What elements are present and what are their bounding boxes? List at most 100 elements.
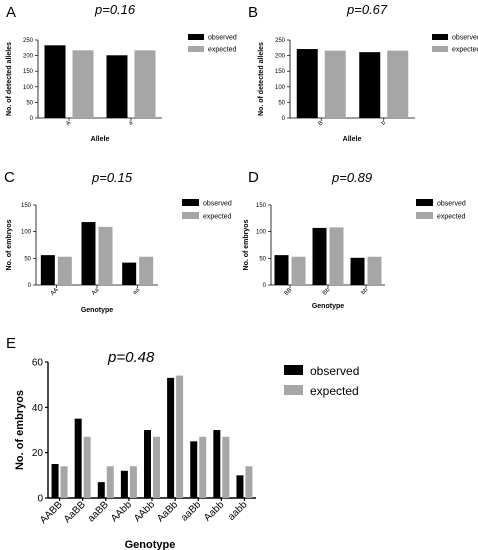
x-tick-label: aabb [226,499,250,523]
x-tick-label: AA [50,287,60,297]
bar-observed-AA [40,255,55,285]
y-axis-label: No. of detected alleles [258,42,265,116]
x-tick-label: BB [284,287,294,297]
y-tick-label: 200 [23,54,34,60]
panel-letter: E [6,335,16,352]
panel-letter: D [248,169,259,186]
x-tick-label: Aabb [202,499,227,524]
y-tick-label: 0 [28,283,32,289]
x-tick-label: A [65,120,72,127]
bar-observed-AAbb [144,430,151,498]
x-axis-label: Allele [343,136,362,143]
x-tick-label: b [381,120,388,127]
y-tick-label: 100 [275,85,286,91]
y-tick-label: 50 [259,256,266,262]
x-tick-label: a [128,120,135,127]
bar-observed-A [44,45,66,118]
y-axis-label: No. of embryos [6,219,13,270]
bar-expected-aabb [245,466,253,498]
y-tick-label: 250 [23,38,34,44]
x-tick-label: AAbb [132,499,157,524]
chart-panel-e: Ep=0.480204060AABBAaBBaaBBAAbbAAbbAaBbaa… [6,335,359,550]
bar-observed-aa [122,262,137,285]
x-tick-label: aa [132,287,141,296]
legend-swatch-observed [432,34,448,40]
legend-swatch-observed [284,365,303,375]
y-tick-label: 0 [263,283,267,289]
y-tick-label: 0 [30,116,34,122]
bar-observed-Bb [312,227,327,285]
bar-observed-Aabb [213,430,221,498]
bar-observed-bb [350,257,365,285]
bar-expected-AA [57,256,72,285]
legend-label-observed: observed [203,201,232,208]
bar-expected-Aa [98,226,113,285]
y-tick-label: 0 [282,116,286,122]
bar-expected-Aabb [222,436,230,498]
y-tick-label: 150 [23,69,34,75]
y-axis-label: No. of embryos [243,219,250,270]
bar-observed-aabb [236,475,244,498]
legend-label-expected: expected [452,47,478,54]
bar-expected-bb [367,256,382,285]
legend-swatch-expected [188,46,204,52]
legend-label-expected: expected [437,214,466,221]
legend-swatch-expected [182,212,199,219]
bar-expected-AABB [60,466,68,498]
y-axis-label: No. of embryos [14,390,26,470]
y-tick-label: 50 [278,100,285,106]
bar-expected-aa [139,256,154,285]
bar-observed-aaBB [97,482,105,498]
bar-observed-AaBB [74,418,82,498]
legend-label-observed: observed [310,364,359,378]
y-tick-label: 20 [32,448,44,459]
bar-observed-BB [274,255,289,285]
legend-swatch-observed [182,199,199,206]
legend-label-observed: observed [452,35,478,42]
y-tick-label: 0 [37,494,43,505]
bar-observed-AABB [51,464,59,498]
legend-swatch-observed [416,199,433,206]
bar-expected-BB [291,256,306,285]
chart-title: p=0.67 [346,2,388,17]
x-tick-label: AaBB [62,499,88,525]
bar-expected-aaBb [199,436,207,498]
bar-expected-AaBB [83,436,91,498]
y-tick-label: 60 [32,358,44,369]
legend-swatch-observed [188,34,204,40]
y-tick-label: 150 [21,203,32,209]
bar-observed-a [106,55,128,118]
x-tick-label: Aa [91,287,101,297]
y-tick-label: 150 [256,203,267,209]
chart-title: p=0.89 [331,170,372,185]
y-tick-label: 100 [23,85,34,91]
bar-observed-AaBb [167,377,175,498]
y-tick-label: 150 [275,69,286,75]
chart-title: p=0.15 [91,170,133,185]
x-tick-label: AAbb [109,499,134,524]
x-axis-label: Genotype [125,539,176,550]
bar-observed-B [296,49,318,118]
x-tick-label: AaBb [155,499,180,524]
y-tick-label: 50 [26,100,33,106]
y-tick-label: 100 [256,230,267,236]
bar-expected-AAbb [129,466,137,498]
legend-label-observed: observed [437,201,466,208]
x-axis-label: Allele [91,136,110,143]
bar-expected-A [72,50,94,118]
bar-expected-B [324,50,346,118]
x-axis-label: Genotype [81,307,113,314]
bar-observed-b [359,52,381,118]
y-tick-label: 40 [32,403,44,414]
x-tick-label: B [318,120,325,127]
bar-expected-a [134,50,156,118]
legend-label-expected: expected [310,384,359,398]
y-axis-label: No. of detected alleles [6,42,13,116]
bar-expected-AaBb [176,375,184,498]
panel-letter: A [6,4,16,21]
